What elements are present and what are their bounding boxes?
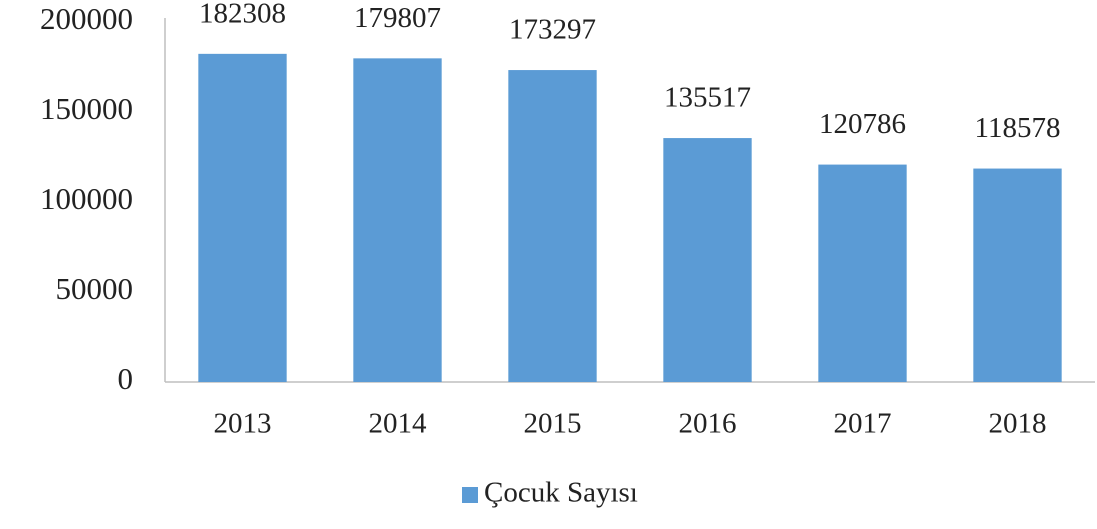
x-tick-label: 2014 <box>369 408 428 440</box>
x-tick-label: 2018 <box>989 408 1047 440</box>
bar <box>973 168 1062 382</box>
y-tick-label: 150000 <box>40 91 133 126</box>
value-label: 135517 <box>664 82 751 114</box>
bar <box>818 164 907 382</box>
y-tick-label: 100000 <box>40 181 133 216</box>
value-label: 182308 <box>199 0 286 30</box>
legend-label: Çocuk Sayısı <box>484 477 638 509</box>
y-tick-label: 50000 <box>56 271 134 306</box>
x-tick-label: 2013 <box>214 408 272 440</box>
value-label: 120786 <box>819 108 906 140</box>
y-tick-label: 0 <box>118 361 134 396</box>
bar <box>508 70 597 382</box>
bar <box>663 138 752 382</box>
x-tick-label: 2015 <box>524 408 582 440</box>
value-label: 118578 <box>975 112 1061 144</box>
bar <box>198 53 287 382</box>
y-tick-label: 200000 <box>40 1 133 36</box>
value-label: 179807 <box>354 2 441 34</box>
x-tick-label: 2016 <box>679 408 737 440</box>
bar <box>353 58 442 382</box>
legend-swatch <box>462 487 478 503</box>
value-label: 173297 <box>509 14 596 46</box>
x-tick-label: 2017 <box>834 408 892 440</box>
